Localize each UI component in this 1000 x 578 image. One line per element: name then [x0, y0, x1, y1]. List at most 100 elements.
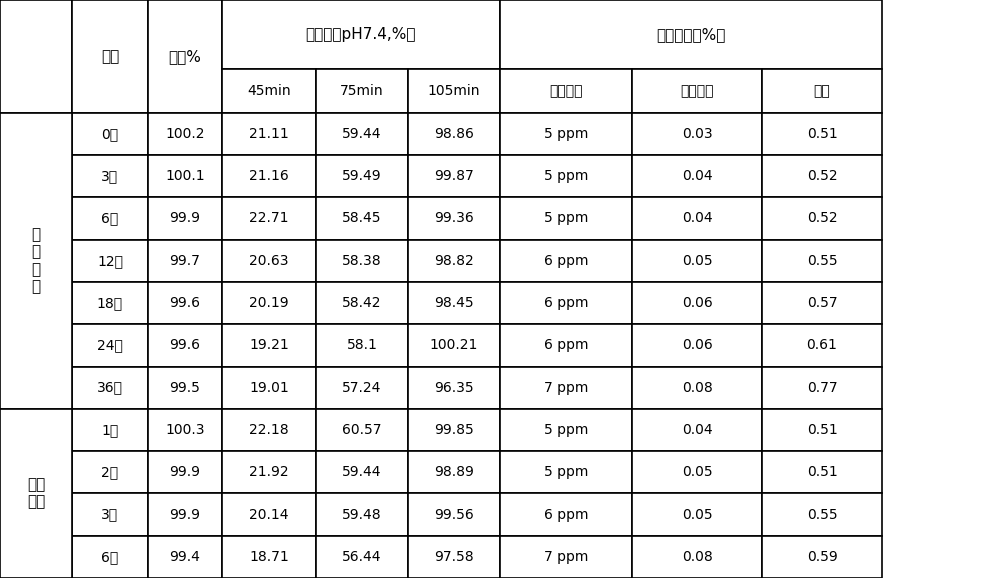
Bar [148, 282, 222, 324]
Text: 18月: 18月 [97, 296, 123, 310]
Text: 59.49: 59.49 [342, 169, 382, 183]
Bar [500, 69, 632, 113]
Bar [316, 155, 408, 197]
Text: 7 ppm: 7 ppm [544, 550, 588, 564]
Bar [316, 282, 408, 324]
Text: 20.19: 20.19 [249, 296, 289, 310]
Text: 21.92: 21.92 [249, 465, 289, 479]
Text: 99.7: 99.7 [170, 254, 200, 268]
Text: 105min: 105min [428, 84, 480, 98]
Bar [148, 0, 222, 113]
Bar [72, 155, 148, 197]
Text: 5 ppm: 5 ppm [544, 465, 588, 479]
Bar [316, 197, 408, 240]
Bar [72, 366, 148, 409]
Text: 0.08: 0.08 [682, 550, 712, 564]
Bar [408, 240, 500, 282]
Text: 0.05: 0.05 [682, 254, 712, 268]
Bar [148, 451, 222, 494]
Text: 0.06: 0.06 [682, 296, 712, 310]
Text: 99.56: 99.56 [434, 507, 474, 521]
Bar [632, 155, 762, 197]
Text: 6 ppm: 6 ppm [544, 296, 588, 310]
Text: 总杂: 总杂 [814, 84, 830, 98]
Text: 0.06: 0.06 [682, 338, 712, 353]
Bar [500, 451, 632, 494]
Bar [316, 494, 408, 536]
Text: 有关物质（%）: 有关物质（%） [656, 27, 726, 42]
Text: 100.21: 100.21 [430, 338, 478, 353]
Bar [408, 409, 500, 451]
Bar [500, 324, 632, 366]
Bar [72, 536, 148, 578]
Bar [0, 113, 72, 409]
Bar [500, 197, 632, 240]
Bar [0, 0, 72, 113]
Text: 5 ppm: 5 ppm [544, 212, 588, 225]
Text: 99.85: 99.85 [434, 423, 474, 437]
Text: 98.89: 98.89 [434, 465, 474, 479]
Bar [762, 113, 882, 155]
Text: 释放度（pH7.4,%）: 释放度（pH7.4,%） [306, 27, 416, 42]
Text: 0.04: 0.04 [682, 169, 712, 183]
Bar [408, 536, 500, 578]
Bar [148, 113, 222, 155]
Text: 最大单杂: 最大单杂 [680, 84, 714, 98]
Text: 19.01: 19.01 [249, 381, 289, 395]
Bar [500, 494, 632, 536]
Bar [408, 282, 500, 324]
Bar [72, 0, 148, 113]
Text: 含量%: 含量% [169, 49, 201, 64]
Text: 98.86: 98.86 [434, 127, 474, 141]
Bar [408, 69, 500, 113]
Bar [632, 69, 762, 113]
Text: 99.9: 99.9 [170, 465, 200, 479]
Bar [408, 366, 500, 409]
Bar [408, 155, 500, 197]
Text: 0.77: 0.77 [807, 381, 837, 395]
Text: 0.05: 0.05 [682, 507, 712, 521]
Text: 57.24: 57.24 [342, 381, 382, 395]
Bar [72, 113, 148, 155]
Text: 加速
试验: 加速 试验 [27, 477, 45, 510]
Bar [316, 451, 408, 494]
Bar [222, 536, 316, 578]
Bar [500, 536, 632, 578]
Text: 5 ppm: 5 ppm [544, 169, 588, 183]
Text: 5 ppm: 5 ppm [544, 423, 588, 437]
Bar [72, 240, 148, 282]
Bar [148, 240, 222, 282]
Text: 5 ppm: 5 ppm [544, 127, 588, 141]
Text: 99.5: 99.5 [170, 381, 200, 395]
Bar [222, 155, 316, 197]
Bar [316, 69, 408, 113]
Bar [148, 366, 222, 409]
Bar [632, 451, 762, 494]
Text: 75min: 75min [340, 84, 384, 98]
Bar [222, 494, 316, 536]
Bar [222, 0, 500, 69]
Bar [222, 324, 316, 366]
Text: 21.11: 21.11 [249, 127, 289, 141]
Bar [72, 451, 148, 494]
Bar [762, 409, 882, 451]
Text: 58.45: 58.45 [342, 212, 382, 225]
Text: 0.52: 0.52 [807, 169, 837, 183]
Bar [72, 197, 148, 240]
Bar [148, 494, 222, 536]
Bar [408, 197, 500, 240]
Bar [632, 113, 762, 155]
Text: 0.08: 0.08 [682, 381, 712, 395]
Text: 100.2: 100.2 [165, 127, 205, 141]
Bar [72, 282, 148, 324]
Bar [500, 366, 632, 409]
Text: 0.05: 0.05 [682, 465, 712, 479]
Bar [500, 409, 632, 451]
Text: 22.71: 22.71 [249, 212, 289, 225]
Bar [762, 197, 882, 240]
Text: 2月: 2月 [101, 465, 119, 479]
Text: 0.55: 0.55 [807, 254, 837, 268]
Text: 0.04: 0.04 [682, 423, 712, 437]
Bar [148, 155, 222, 197]
Bar [632, 197, 762, 240]
